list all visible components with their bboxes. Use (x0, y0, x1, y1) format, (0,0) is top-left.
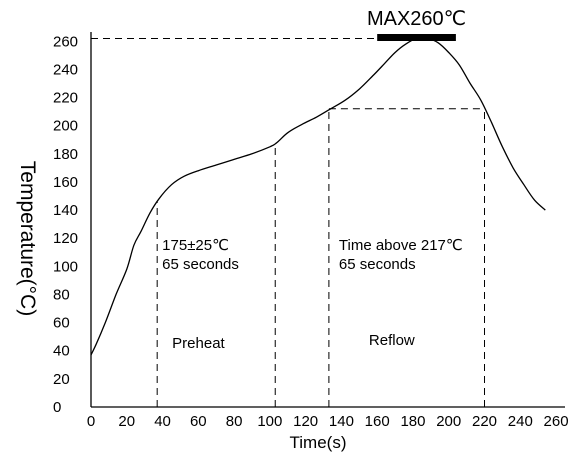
reflow-label: Reflow (369, 332, 415, 349)
preheat-label: Preheat (172, 335, 225, 352)
preheat-temperature-range: 175±25℃ (162, 237, 229, 254)
x-tick-label: 60 (190, 413, 207, 430)
y-tick-label: 180 (53, 146, 78, 163)
x-tick-label: 40 (154, 413, 171, 430)
y-tick-label: 200 (53, 118, 78, 135)
y-tick-label: 140 (53, 202, 78, 219)
y-tick-label: 100 (53, 258, 78, 275)
y-tick-label: 160 (53, 174, 78, 191)
x-tick-label: 100 (257, 413, 282, 430)
y-tick-label: 20 (53, 371, 70, 388)
x-axis-title: Time(s) (290, 433, 347, 452)
x-tick-label: 140 (329, 413, 354, 430)
series-layer (90, 37, 546, 356)
y-tick-label: 40 (53, 343, 70, 360)
axes (90, 32, 565, 408)
max-temperature-label: MAX260℃ (367, 8, 466, 30)
x-tick-label: 180 (400, 413, 425, 430)
x-tick-label: 160 (365, 413, 390, 430)
y-tick-label: 240 (53, 61, 78, 78)
y-tick-label: 120 (53, 230, 78, 247)
x-tick-label: 200 (436, 413, 461, 430)
temperature-curve (90, 37, 546, 356)
dashed-guides (91, 37, 486, 407)
preheat-duration: 65 seconds (162, 256, 239, 273)
y-axis-title: Temperature(°C) (16, 161, 39, 316)
reflow-time-above-label: Time above 217℃ (339, 237, 463, 254)
max-temperature-bar (377, 34, 456, 41)
x-tick-label: 80 (226, 413, 243, 430)
x-tick-label: 120 (293, 413, 318, 430)
reflow-duration: 65 seconds (339, 256, 416, 273)
y-tick-label: 220 (53, 90, 78, 107)
y-tick-label: 60 (53, 315, 70, 332)
x-tick-label: 0 (87, 413, 95, 430)
x-tick-label: 220 (472, 413, 497, 430)
tick-labels: 0 20 40 60 80 100 120 140 160 180 200 220 240 260 0 20 4… (53, 33, 569, 430)
y-tick-label: 80 (53, 286, 70, 303)
y-tick-label: 260 (53, 33, 78, 50)
x-tick-label: 20 (118, 413, 135, 430)
y-tick-label: 0 (53, 399, 61, 416)
x-tick-label: 260 (544, 413, 569, 430)
x-tick-label: 240 (508, 413, 533, 430)
